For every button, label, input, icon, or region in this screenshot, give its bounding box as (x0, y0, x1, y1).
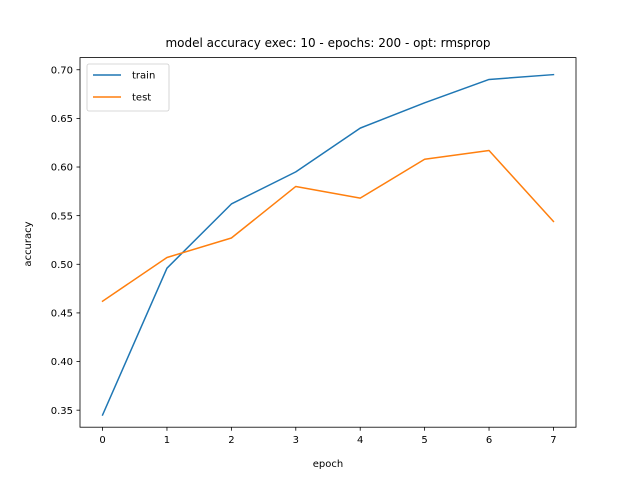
x-tick-label: 3 (293, 435, 299, 446)
x-axis-title: epoch (313, 459, 343, 470)
x-tick-label: 7 (550, 435, 556, 446)
x-tick-label: 1 (164, 435, 170, 446)
x-tick-label: 2 (228, 435, 234, 446)
x-tick-label: 0 (99, 435, 105, 446)
y-tick-label: 0.65 (51, 114, 73, 125)
y-tick-label: 0.35 (51, 406, 73, 417)
series-line-train (101, 73, 555, 417)
legend-label-train: train (132, 71, 155, 82)
x-tick-label: 5 (421, 435, 427, 446)
legend-box (86, 63, 170, 112)
y-tick-label: 0.40 (51, 357, 73, 368)
axes: 0 1 2 3 4 5 6 7 0.35 0.40 0.45 0.50 0.55 0.60 0.65 0.70 (51, 57, 577, 446)
y-tick-label: 0.70 (51, 65, 73, 76)
chart-title: model accuracy exec: 10 - epochs: 200 - … (165, 36, 490, 50)
x-tick-label: 4 (357, 435, 363, 446)
legend-label-test: test (132, 93, 151, 104)
plot-area (101, 73, 555, 417)
y-tick-label: 0.50 (51, 260, 73, 271)
legend: train test (86, 63, 170, 112)
y-axis-title: accuracy (23, 221, 34, 266)
x-tick-label: 6 (486, 435, 492, 446)
y-tick-label: 0.55 (51, 211, 73, 222)
series-line-test (101, 149, 555, 303)
plot-frame (79, 57, 577, 428)
y-tick-label: 0.45 (51, 309, 73, 320)
y-tick-label: 0.60 (51, 163, 73, 174)
